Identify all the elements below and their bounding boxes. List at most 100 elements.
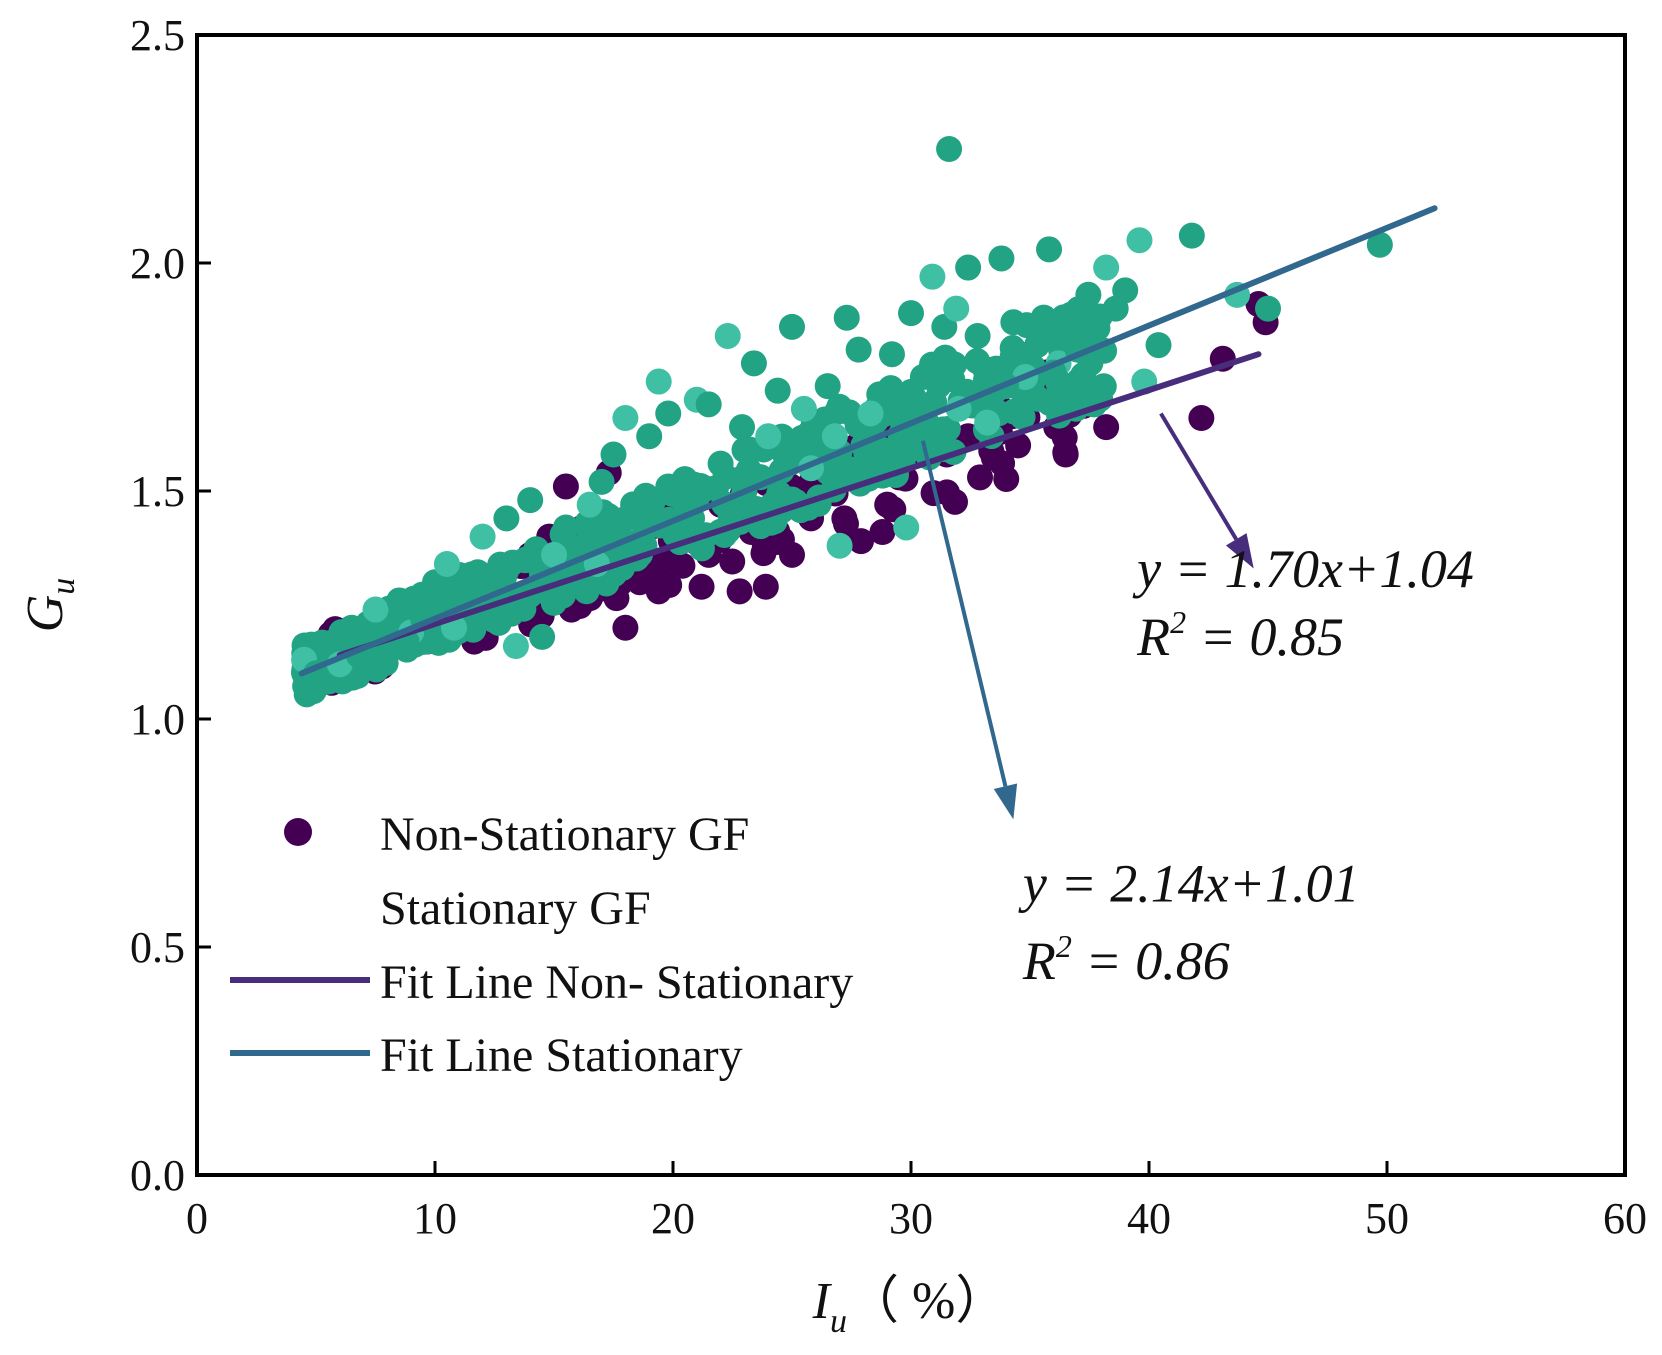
stationary-point <box>955 254 982 281</box>
stationary-point <box>909 364 936 390</box>
y-tick-label: 0.0 <box>130 1151 185 1200</box>
stationary-point <box>779 313 805 340</box>
legend-label-fit-stationary: Fit Line Stationary <box>380 1029 743 1082</box>
stationary-point <box>941 351 968 378</box>
stationary-point <box>893 514 920 541</box>
equation-stationary: y = 2.14x+1.01 <box>1018 853 1360 913</box>
non-stationary-point <box>831 505 858 532</box>
non-stationary-point <box>869 519 896 546</box>
r2-stationary-symbol: R <box>1022 931 1056 991</box>
r2-non-stationary-sup: 2 <box>1170 604 1186 640</box>
r2-stationary-sup: 2 <box>1056 928 1072 964</box>
stationary-point <box>636 423 663 450</box>
stationary-point <box>667 482 694 509</box>
r2-non-stationary-value: = 0.85 <box>1186 607 1344 667</box>
stationary-point <box>552 514 579 541</box>
stationary-point <box>737 436 764 463</box>
non-stationary-point <box>1188 405 1215 432</box>
non-stationary-point <box>980 444 1007 471</box>
stationary-point <box>645 368 672 395</box>
stationary-point <box>934 415 961 442</box>
stationary-point <box>764 377 791 404</box>
stationary-point <box>1036 389 1063 416</box>
stationary-point <box>740 350 767 377</box>
x-tick-label: 10 <box>413 1194 457 1243</box>
y-tick-label: 2.0 <box>130 239 185 288</box>
x-axis-title-main: I <box>812 1273 833 1330</box>
stationary-point <box>833 304 860 331</box>
stationary-point <box>974 409 1001 436</box>
legend-marker-non-stationary <box>284 818 312 846</box>
non-stationary-point <box>726 578 753 605</box>
stationary-point <box>502 633 529 660</box>
stationary-point <box>517 487 544 514</box>
y-tick-label: 1.0 <box>130 695 185 744</box>
stationary-point <box>707 450 734 477</box>
stationary-point <box>972 356 999 383</box>
stationary-point <box>624 505 651 532</box>
stationary-point <box>878 341 905 368</box>
non-stationary-point <box>779 541 805 568</box>
stationary-point <box>885 390 912 417</box>
stationary-point <box>936 136 963 162</box>
stationary-point <box>1036 236 1063 263</box>
stationary-point <box>576 491 603 518</box>
stationary-point <box>386 587 413 614</box>
annotations-layer: y = 1.70x+1.04 R2 = 0.85 y = 2.14x+1.01 … <box>1018 539 1474 991</box>
x-tick-label: 50 <box>1365 1194 1409 1243</box>
stationary-point <box>771 440 798 467</box>
stationary-point <box>845 336 872 363</box>
arrow-stationary-shaft <box>920 440 1008 787</box>
non-stationary-point <box>552 473 579 500</box>
legend: Non-Stationary GF Stationary GF Fit Line… <box>230 808 853 1082</box>
y-tick-label: 1.5 <box>130 467 185 516</box>
non-stationary-point <box>1093 414 1120 441</box>
stationary-point <box>943 295 970 322</box>
x-axis-title: Iu（ %） <box>812 1273 1008 1340</box>
stationary-point <box>1093 254 1120 281</box>
stationary-point <box>612 405 639 432</box>
stationary-point <box>826 532 853 559</box>
stationary-point <box>338 614 365 641</box>
y-axis-title-sub: u <box>45 578 82 595</box>
arrow-non-stationary-head <box>1225 533 1254 569</box>
stationary-point <box>493 505 520 532</box>
non-stationary-point <box>874 491 901 518</box>
stationary-point <box>714 322 741 349</box>
fit-lines-layer <box>298 205 1438 677</box>
stationary-point <box>1055 377 1082 404</box>
non-stationary-point <box>993 465 1020 492</box>
stationary-point <box>695 391 722 418</box>
fit-line-non-stationary <box>336 351 1262 659</box>
stationary-point <box>988 245 1015 272</box>
y-axis-title-main: G <box>17 595 74 633</box>
stationary-point <box>790 395 817 422</box>
stationary-point <box>541 541 567 568</box>
stationary-point <box>1030 304 1057 331</box>
fit-line-stationary <box>298 205 1438 677</box>
stationary-point <box>898 300 924 327</box>
stationary-point <box>655 400 682 427</box>
y-tick-label: 0.5 <box>130 923 185 972</box>
r2-non-stationary: R2 = 0.85 <box>1136 604 1344 667</box>
non-stationary-point <box>719 548 746 575</box>
stationary-point <box>755 423 782 450</box>
stationary-point <box>591 517 618 544</box>
non-stationary-point <box>688 573 715 600</box>
stationary-point <box>529 623 556 650</box>
stationary-point <box>600 441 627 468</box>
x-axis-title-suffix: （ %） <box>847 1273 1007 1330</box>
x-tick-label: 60 <box>1603 1194 1647 1243</box>
stationary-point <box>1112 277 1139 304</box>
equation-non-stationary: y = 1.70x+1.04 <box>1132 539 1474 599</box>
y-tick-label: 2.5 <box>130 11 185 60</box>
stationary-point <box>814 373 841 400</box>
legend-marker-stationary <box>284 892 312 920</box>
x-tick-label: 30 <box>889 1194 933 1243</box>
x-tick-label: 40 <box>1127 1194 1171 1243</box>
arrow-non-stationary-shaft <box>1159 412 1238 541</box>
stationary-point <box>857 400 884 427</box>
stationary-point <box>1145 332 1172 359</box>
non-stationary-point <box>1052 441 1079 468</box>
